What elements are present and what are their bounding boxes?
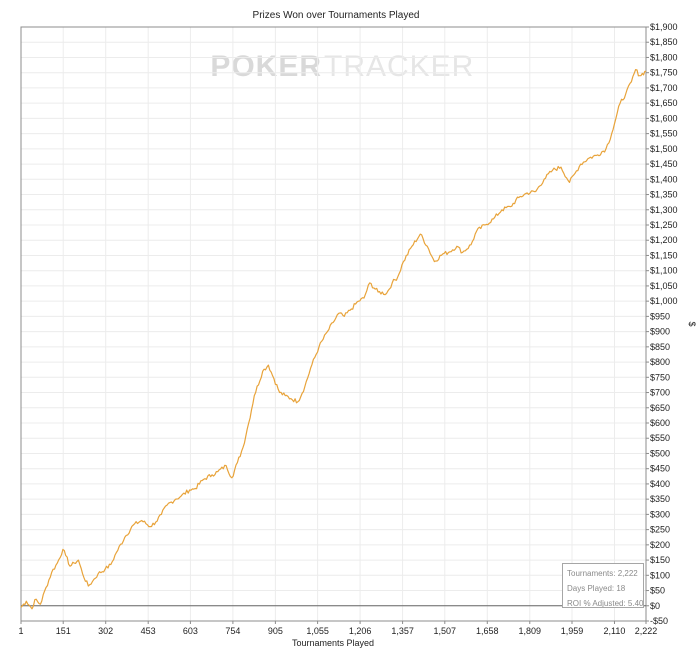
y-tick-label: $350 (650, 494, 670, 504)
y-tick-label: $50 (650, 586, 665, 596)
y-tick-label: $600 (650, 418, 670, 428)
y-tick-label: $1,500 (650, 144, 678, 154)
y-tick-label: $150 (650, 555, 670, 565)
watermark-tracker: TRACKER (324, 50, 474, 83)
grid (20, 26, 647, 622)
y-tick-label: $1,050 (650, 281, 678, 291)
y-tick-label: $1,000 (650, 296, 678, 306)
x-axis: 1 151 302 453 603 754 905 1,055 1,206 1,357 1,507 1… (18, 621, 657, 636)
y-tick-label: $1,400 (650, 174, 678, 184)
y-tick-label: $750 (650, 372, 670, 382)
x-tick-label: 2,110 (604, 626, 626, 636)
y-tick-label: $1,700 (650, 83, 678, 93)
y-tick-label: $1,800 (650, 52, 678, 62)
x-tick-label: 151 (56, 626, 71, 636)
y-tick-label: $100 (650, 570, 670, 580)
y-tick-label: $700 (650, 388, 670, 398)
y-tick-label: $200 (650, 540, 670, 550)
chart-title: Prizes Won over Tournaments Played (253, 10, 420, 21)
y-tick-label: $450 (650, 464, 670, 474)
y-tick-label: $1,100 (650, 266, 678, 276)
watermark-logo: POKER TRACKER (210, 50, 474, 83)
y-tick-label: $1,900 (650, 22, 678, 32)
y-tick-label: $1,850 (650, 37, 678, 47)
y-tick-label: $900 (650, 327, 670, 337)
y-tick-label: $1,600 (650, 113, 678, 123)
plot-area (20, 26, 647, 622)
watermark-poker: POKER (210, 50, 322, 83)
x-tick-label: 1,959 (561, 626, 584, 636)
x-tick-label: 1,206 (349, 626, 372, 636)
x-tick-label: 302 (98, 626, 113, 636)
y-axis: -$50 $0 $50 $100 $150 $200 $250 $300 $350 $400 $45… (646, 22, 678, 626)
stat-tournaments: Tournaments: 2,222 (567, 569, 638, 578)
y-axis-label: $ (687, 321, 697, 326)
y-tick-label: $1,750 (650, 68, 678, 78)
stats-box: Tournaments: 2,222 Days Played: 18 ROI %… (562, 563, 644, 608)
x-tick-label: 453 (141, 626, 156, 636)
x-tick-label: 1,809 (519, 626, 542, 636)
stat-roi: ROI % Adjusted: 5.40 (567, 599, 644, 608)
stat-days-played: Days Played: 18 (567, 584, 626, 593)
y-tick-label: $650 (650, 403, 670, 413)
y-tick-label: $1,350 (650, 190, 678, 200)
x-tick-label: 1,357 (391, 626, 414, 636)
y-tick-label: $1,300 (650, 205, 678, 215)
y-tick-label: $250 (650, 525, 670, 535)
x-tick-label: 1,507 (434, 626, 457, 636)
y-tick-label: $400 (650, 479, 670, 489)
y-tick-label: $850 (650, 342, 670, 352)
y-tick-label: $500 (650, 448, 670, 458)
x-tick-label: 1,055 (306, 626, 329, 636)
series-line-prizes (20, 68, 647, 610)
y-tick-label: $1,650 (650, 98, 678, 108)
x-tick-label: 2,222 (635, 626, 658, 636)
y-tick-label: $1,150 (650, 250, 678, 260)
y-tick-label: $1,200 (650, 235, 678, 245)
x-tick-label: 1 (18, 626, 23, 636)
y-tick-label: -$50 (650, 616, 668, 626)
y-tick-label: $300 (650, 509, 670, 519)
y-tick-label: $800 (650, 357, 670, 367)
y-tick-label: $1,550 (650, 129, 678, 139)
x-axis-label: Tournaments Played (292, 638, 374, 648)
y-tick-label: $550 (650, 433, 670, 443)
x-tick-label: 1,658 (476, 626, 499, 636)
x-tick-label: 754 (225, 626, 240, 636)
y-tick-label: $1,250 (650, 220, 678, 230)
x-tick-label: 603 (183, 626, 198, 636)
y-tick-label: $950 (650, 311, 670, 321)
x-tick-label: 905 (268, 626, 283, 636)
y-tick-label: $1,450 (650, 159, 678, 169)
y-tick-label: $0 (650, 601, 660, 611)
